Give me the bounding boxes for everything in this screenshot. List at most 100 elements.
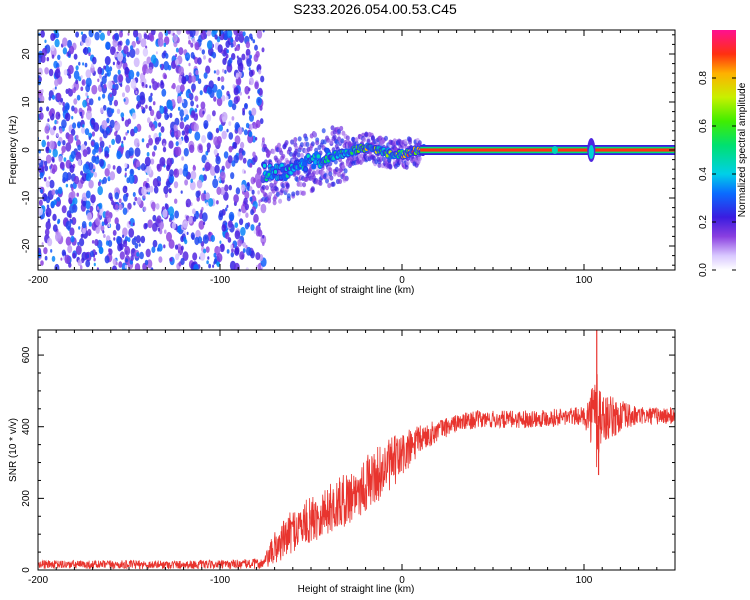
trace-halo	[343, 168, 348, 174]
noise-speckle	[240, 141, 245, 149]
noise-speckle	[124, 264, 127, 269]
noise-speckle	[94, 239, 99, 246]
noise-speckle	[134, 263, 141, 270]
noise-speckle	[76, 94, 81, 101]
noise-speckle	[226, 49, 229, 54]
noise-speckle	[225, 53, 229, 59]
noise-speckle	[114, 83, 119, 91]
noise-speckle	[114, 131, 118, 137]
snr-background	[38, 330, 675, 570]
noise-speckle	[128, 221, 131, 225]
trace-halo	[384, 135, 388, 141]
noise-speckle	[86, 39, 89, 44]
noise-speckle	[59, 128, 63, 134]
noise-speckle	[51, 189, 56, 196]
noise-speckle	[226, 128, 229, 133]
noise-speckle	[53, 125, 57, 131]
noise-speckle	[57, 140, 61, 147]
trace-halo	[372, 155, 376, 161]
noise-speckle	[194, 131, 201, 141]
noise-speckle	[151, 246, 156, 253]
trace-halo	[294, 148, 299, 154]
noise-speckle	[225, 207, 228, 212]
noise-speckle	[93, 262, 96, 267]
noise-speckle	[85, 69, 92, 79]
noise-speckle	[158, 122, 162, 128]
noise-speckle	[61, 119, 67, 129]
noise-speckle	[150, 109, 155, 117]
noise-speckle	[184, 179, 189, 186]
spectrogram-y-tick-label: 0	[21, 147, 32, 153]
noise-speckle	[202, 110, 205, 115]
noise-speckle	[108, 248, 111, 253]
noise-speckle	[44, 160, 48, 166]
noise-speckle	[144, 156, 151, 167]
trace-halo	[277, 142, 281, 148]
noise-speckle	[86, 254, 90, 259]
noise-speckle	[93, 168, 95, 172]
noise-speckle	[148, 134, 151, 139]
noise-speckle	[185, 30, 191, 35]
noise-speckle	[40, 189, 43, 194]
noise-speckle	[153, 145, 157, 151]
noise-speckle	[260, 234, 267, 245]
noise-speckle	[146, 165, 152, 175]
noise-speckle	[60, 257, 63, 261]
carrier-disturbance-core	[588, 145, 594, 159]
noise-speckle	[99, 107, 104, 114]
noise-speckle	[56, 133, 59, 137]
noise-speckle	[199, 251, 206, 261]
noise-speckle	[54, 86, 57, 90]
noise-speckle	[190, 52, 195, 59]
noise-speckle	[88, 179, 94, 189]
noise-speckle	[82, 62, 85, 66]
noise-speckle	[143, 33, 148, 40]
noise-speckle	[216, 261, 221, 268]
noise-speckle	[68, 88, 71, 92]
noise-speckle	[191, 110, 196, 117]
noise-speckle	[212, 264, 215, 268]
noise-speckle	[43, 177, 47, 182]
noise-speckle	[104, 73, 108, 78]
trace-halo	[330, 125, 335, 131]
noise-speckle	[166, 231, 172, 242]
noise-speckle	[81, 173, 88, 182]
snr-x-tick-label: -200	[28, 575, 48, 586]
noise-speckle	[73, 107, 78, 114]
noise-speckle	[41, 242, 44, 246]
noise-speckle	[208, 57, 212, 63]
snr-y-axis-label: SNR (10 * v/v)	[8, 418, 19, 482]
trace-halo	[272, 200, 277, 206]
noise-speckle	[79, 111, 83, 117]
noise-speckle	[214, 175, 217, 179]
noise-speckle	[123, 45, 129, 55]
noise-speckle	[146, 177, 150, 183]
noise-speckle	[245, 267, 249, 270]
noise-speckle	[248, 67, 251, 71]
noise-speckle	[141, 186, 148, 196]
noise-speckle	[85, 110, 92, 120]
noise-speckle	[182, 221, 188, 229]
noise-speckle	[150, 267, 154, 270]
noise-speckle	[247, 95, 250, 100]
noise-speckle	[181, 76, 187, 85]
noise-speckle	[203, 221, 206, 226]
noise-speckle	[45, 196, 51, 204]
spectrogram-x-tick-label: 0	[399, 275, 405, 286]
noise-speckle	[240, 184, 246, 192]
noise-speckle	[50, 200, 55, 208]
noise-speckle	[89, 205, 94, 212]
noise-speckle	[163, 42, 167, 48]
trace-halo	[304, 136, 309, 142]
noise-speckle	[216, 253, 223, 263]
noise-speckle	[198, 144, 203, 151]
noise-speckle	[116, 235, 122, 245]
noise-speckle	[205, 246, 210, 253]
noise-speckle	[164, 193, 168, 198]
noise-speckle	[71, 186, 74, 191]
noise-speckle	[246, 246, 252, 256]
noise-speckle	[39, 172, 44, 179]
spectrogram-y-tick-label: -20	[21, 238, 32, 253]
noise-speckle	[176, 225, 181, 233]
noise-speckle	[158, 256, 163, 263]
